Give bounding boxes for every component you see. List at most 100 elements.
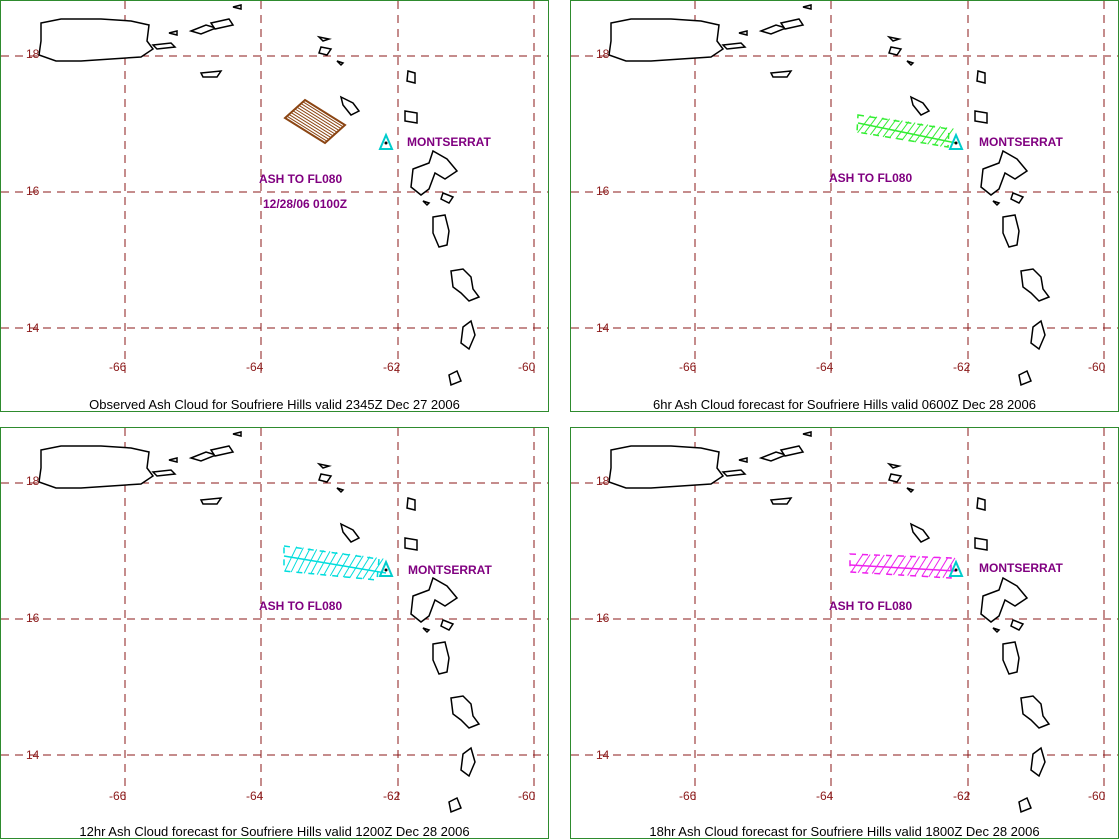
volcano-marker-icon [378, 559, 394, 577]
anegada-coast [802, 4, 812, 10]
st-kitts-nevis-coast [909, 522, 931, 543]
lon-label-66: -66 [679, 360, 697, 374]
marie-galante-coast [1010, 619, 1025, 631]
virgin-islands-east-coast [779, 18, 805, 30]
panel-caption: Observed Ash Cloud for Soufriere Hills v… [89, 397, 460, 412]
ash-hatch-line [296, 106, 338, 133]
ash-height-label: ASH TO FL080 [259, 172, 343, 186]
guadeloupe-coast [980, 576, 1029, 623]
ash-hatch-line [864, 554, 878, 574]
st-lucia-coast [1030, 319, 1046, 351]
anegada-coast [232, 431, 242, 437]
anguilla-coast [886, 35, 902, 42]
map-panel-12hr: 18 16 14 -66 -64 -62 -60 MONTSERRAT ASH … [0, 427, 549, 839]
vieques-coast [151, 469, 177, 477]
anguilla-coast [316, 462, 332, 469]
ash-hatch-line [888, 120, 903, 139]
lat-label-14: 14 [26, 748, 40, 762]
culebra-coast [738, 30, 748, 36]
volcano-marker-icon [948, 132, 964, 150]
ash-hatch-line [298, 104, 340, 131]
les-saintes-coast [992, 627, 1001, 634]
ash-cloud-polygon [283, 98, 347, 145]
ash-hatch-line [942, 557, 956, 579]
ash-hatch-line [304, 99, 346, 126]
lon-label-64: -64 [246, 360, 264, 374]
map-panel-18hr: 18 16 14 -66 -64 -62 -60 MONTSERRAT ASH … [570, 427, 1119, 839]
map-panel-6hr: 18 16 14 -66 -64 -62 -60 MONTSERRAT ASH … [570, 0, 1119, 412]
guadeloupe-coast [410, 576, 459, 623]
ash-hatch-line [362, 557, 377, 580]
lon-label-66: -66 [109, 789, 127, 803]
ash-hatch-line [921, 556, 935, 577]
culebra-coast [738, 457, 748, 463]
virgin-islands-west-coast [758, 451, 789, 462]
dominica-coast [1002, 214, 1020, 248]
puerto-rico-coast [608, 445, 725, 489]
marie-galante-coast [440, 192, 455, 204]
ash-cloud-polygon [849, 553, 957, 579]
map-panel-observed: 18 16 14 -66 -64 -62 -60 MONTSERRAT ASH … [0, 0, 549, 412]
ash-height-label: ASH TO FL080 [829, 171, 913, 185]
st-lucia-coast [1030, 746, 1046, 778]
antigua-coast [974, 537, 988, 551]
vieques-coast [151, 42, 177, 50]
lat-label-18: 18 [596, 47, 610, 61]
martinique-coast [1020, 695, 1051, 729]
guadeloupe-coast [980, 149, 1029, 196]
st-vincent-coast [1018, 796, 1032, 814]
lon-label-60: -60 [1088, 360, 1106, 374]
dominica-coast [1002, 641, 1020, 675]
ash-hatch-line [900, 555, 913, 576]
ash-cloud-outline [283, 545, 380, 581]
ash-hatch-line [907, 556, 921, 576]
lat-label-16: 16 [26, 611, 40, 625]
st-lucia-coast [460, 746, 476, 778]
issue-time-label: 12/28/06 0100Z [263, 197, 348, 211]
ash-hatch-line [871, 554, 885, 574]
volcano-vent-dot [384, 568, 388, 572]
st-croix-coast [769, 497, 793, 505]
saba-coast [906, 60, 915, 67]
st-croix-coast [199, 70, 223, 78]
ash-hatch-line [286, 115, 328, 142]
culebra-coast [168, 30, 178, 36]
anguilla-coast [316, 35, 332, 42]
les-saintes-coast [422, 200, 431, 207]
volcano-label: MONTSERRAT [979, 561, 1063, 575]
ash-cloud-outline [856, 114, 950, 148]
virgin-islands-east-coast [209, 445, 235, 457]
anguilla-coast [886, 462, 902, 469]
panel-caption: 6hr Ash Cloud forecast for Soufriere Hil… [653, 397, 1036, 412]
lon-label-66: -66 [109, 360, 127, 374]
ash-trajectory-line [857, 122, 957, 144]
lat-label-16: 16 [596, 611, 610, 625]
lat-label-18: 18 [26, 474, 40, 488]
ash-hatch-line [292, 110, 334, 137]
lon-label-62: -62 [953, 789, 971, 803]
ash-hatch-line [914, 556, 928, 577]
saba-coast [906, 487, 915, 494]
ash-hatch-line [297, 548, 311, 573]
saba-coast [336, 60, 345, 67]
lat-label-18: 18 [26, 47, 40, 61]
ash-hatch-line [850, 553, 864, 573]
puerto-rico-coast [38, 445, 155, 489]
virgin-islands-west-coast [758, 24, 789, 35]
les-saintes-coast [992, 200, 1001, 207]
ash-hatch-line [928, 557, 942, 578]
les-saintes-coast [422, 627, 431, 634]
lon-label-64: -64 [816, 360, 834, 374]
ash-cloud-outline [849, 553, 952, 579]
martinique-coast [1020, 268, 1051, 302]
culebra-coast [168, 457, 178, 463]
ash-hatch-line [290, 112, 332, 139]
ash-hatch-line [893, 555, 906, 576]
lon-label-62: -62 [383, 360, 401, 374]
ash-hatch-line [284, 546, 298, 572]
lon-label-60: -60 [518, 789, 536, 803]
ash-hatch-line [355, 556, 371, 579]
st-martin-coast [318, 473, 333, 483]
virgin-islands-west-coast [188, 24, 219, 35]
lat-label-14: 14 [596, 748, 610, 762]
